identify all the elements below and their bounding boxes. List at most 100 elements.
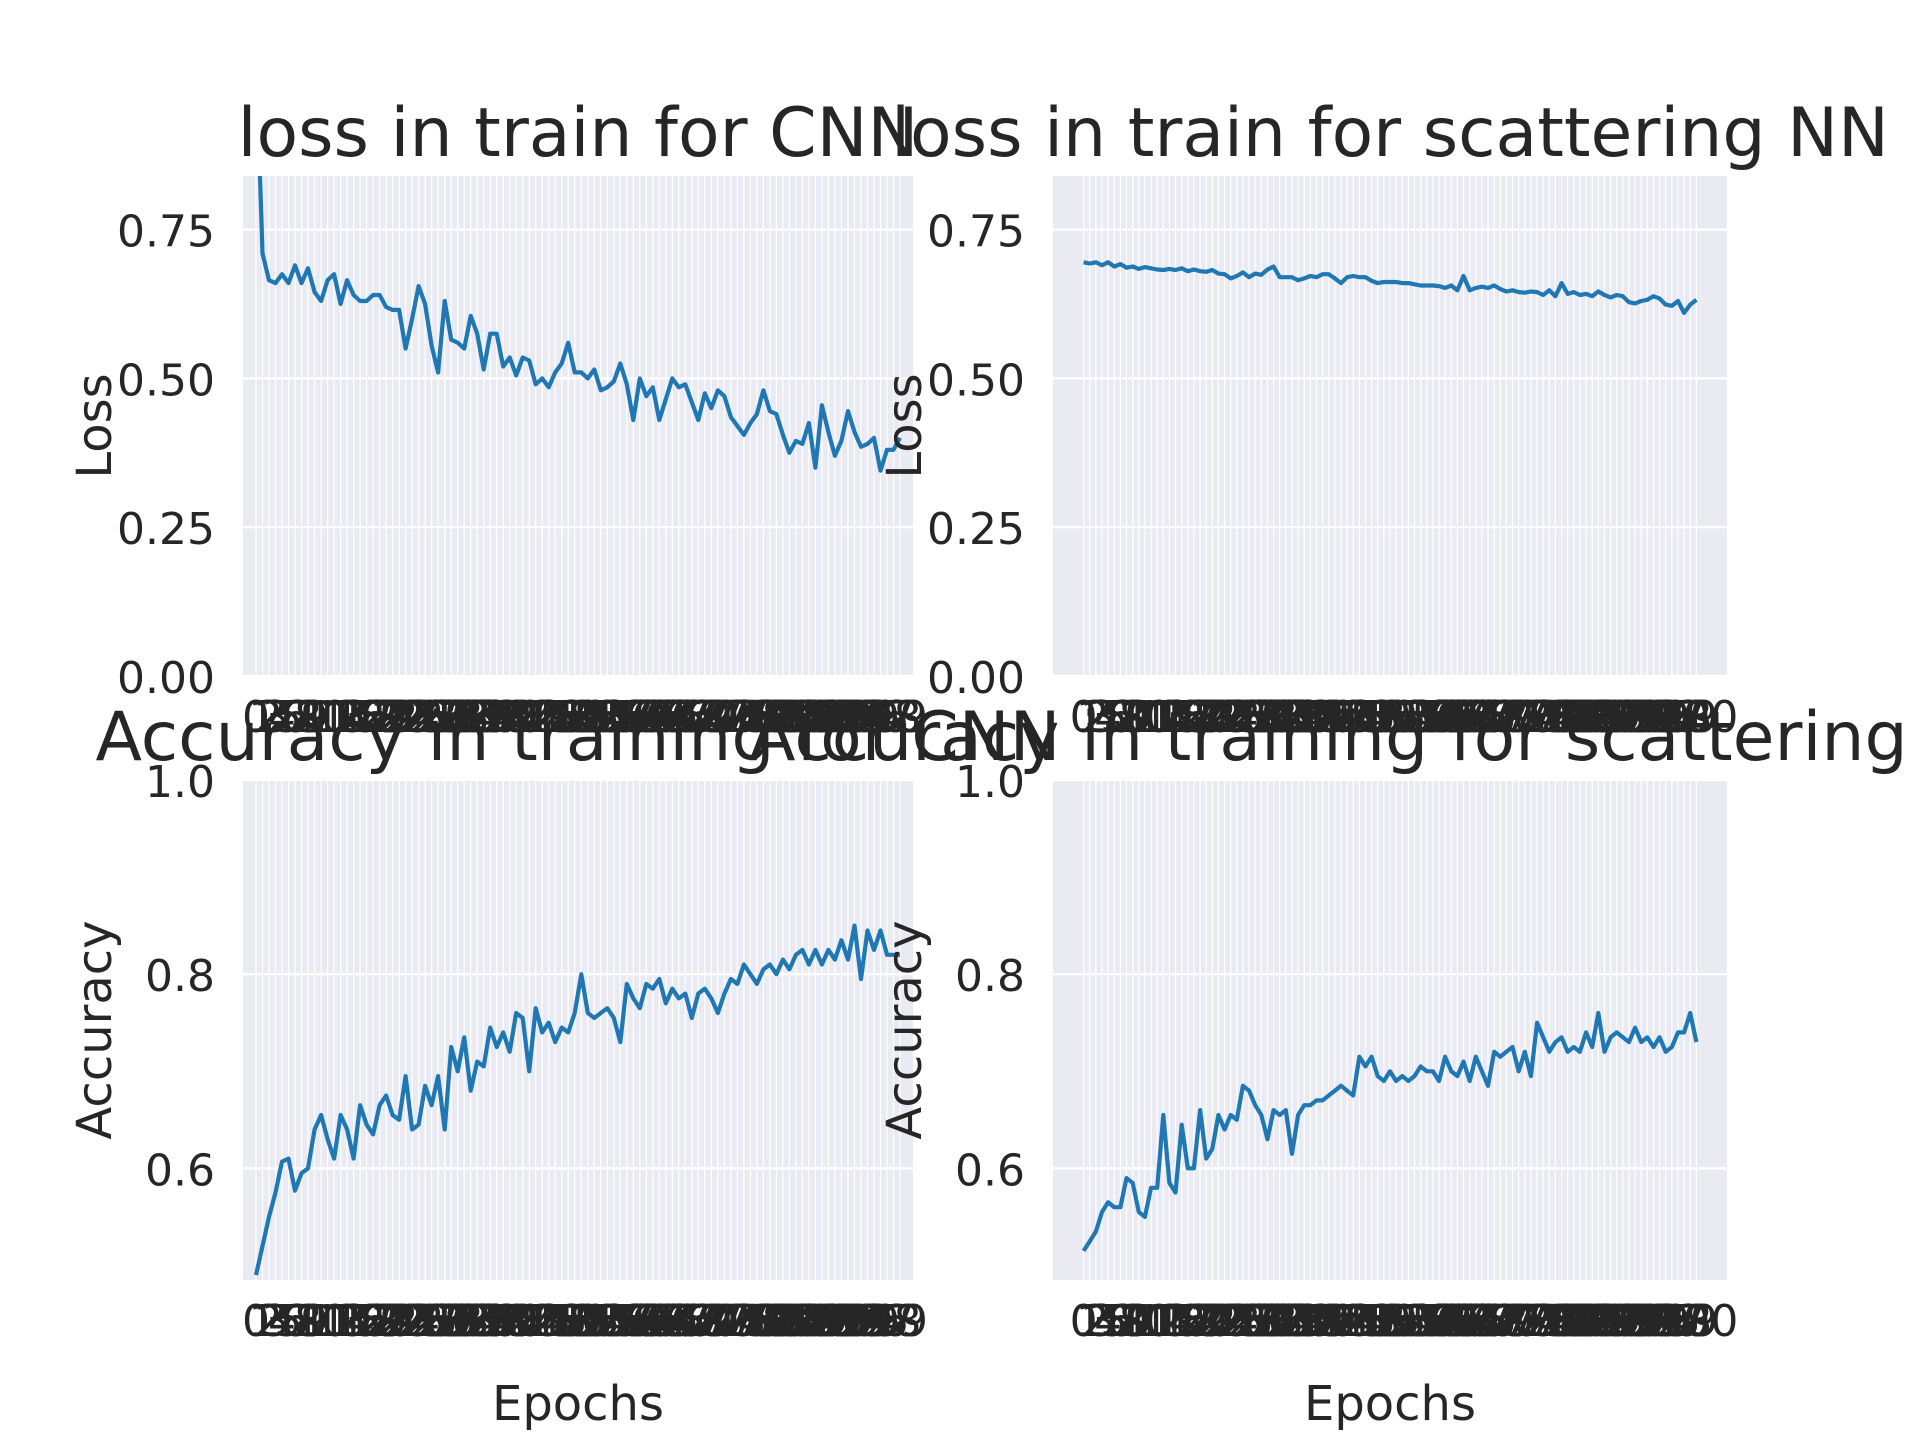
x-tick-label: 97 xyxy=(1650,1296,1706,1347)
y-tick-label: 0.75 xyxy=(927,207,1025,258)
x-tick-label: 77 xyxy=(729,1296,785,1347)
x-tick-label: 80 xyxy=(1546,692,1602,743)
x-tick-label: 37 xyxy=(469,692,525,743)
x-tick-label: 81 xyxy=(755,692,811,743)
x-tick-label: 92 xyxy=(826,1296,882,1347)
x-tick-label: 64 xyxy=(644,692,700,743)
x-tick-label: 30 xyxy=(1239,692,1295,743)
x-tick-label: 67 xyxy=(664,1296,720,1347)
x-tick-label: 46 xyxy=(527,692,583,743)
x-tick-label: 49 xyxy=(1356,692,1412,743)
x-tick-label: 92 xyxy=(1619,1296,1675,1347)
axes-background xyxy=(243,780,913,1280)
x-tick-label: 31 xyxy=(1246,692,1302,743)
x-tick-label: 9 xyxy=(1125,1296,1153,1347)
x-tick-label: 4 xyxy=(268,692,296,743)
x-tick-label: 3 xyxy=(262,1296,290,1347)
x-tick-label: 78 xyxy=(735,692,791,743)
x-tick-label: 59 xyxy=(612,692,668,743)
x-tick-label: 64 xyxy=(644,1296,700,1347)
x-tick-label: 7 xyxy=(288,1296,316,1347)
x-tick-label: 51 xyxy=(560,1296,616,1347)
x-tick-label: 46 xyxy=(1337,692,1393,743)
x-tick-label: 42 xyxy=(501,692,557,743)
x-tick-label: 82 xyxy=(761,692,817,743)
x-tick-label: 13 xyxy=(1135,1296,1191,1347)
x-tick-label: 49 xyxy=(1356,1296,1412,1347)
x-tick-label: 36 xyxy=(1276,1296,1332,1347)
x-tick-label: 78 xyxy=(1534,1296,1590,1347)
x-tick-label: 86 xyxy=(1583,1296,1639,1347)
x-tick-label: 67 xyxy=(664,692,720,743)
x-tick-label: 68 xyxy=(1472,692,1528,743)
x-tick-label: 1 xyxy=(1076,692,1104,743)
x-tick-label: 32 xyxy=(1252,692,1308,743)
x-tick-label: 84 xyxy=(774,692,830,743)
x-tick-label: 39 xyxy=(1295,692,1351,743)
x-tick-label: 95 xyxy=(846,692,902,743)
x-tick-label: 95 xyxy=(846,1296,902,1347)
x-tick-label: 45 xyxy=(1331,692,1387,743)
x-tick-label: 87 xyxy=(794,1296,850,1347)
x-tick-label: 43 xyxy=(1319,692,1375,743)
x-tick-label: 29 xyxy=(1233,692,1289,743)
x-tick-label: 76 xyxy=(1521,1296,1577,1347)
x-tick-label: 88 xyxy=(800,1296,856,1347)
x-tick-label: 35 xyxy=(1270,1296,1326,1347)
x-tick-label: 79 xyxy=(742,1296,798,1347)
x-tick-label: 23 xyxy=(1197,1296,1253,1347)
x-tick-label: 23 xyxy=(378,1296,434,1347)
x-tick-label: 56 xyxy=(1399,1296,1455,1347)
x-tick-label: 25 xyxy=(391,692,447,743)
x-tick-label: 46 xyxy=(1337,1296,1393,1347)
x-tick-label: 21 xyxy=(365,692,421,743)
x-tick-label: 72 xyxy=(1497,692,1553,743)
x-tick-label: 22 xyxy=(371,692,427,743)
x-tick-label: 71 xyxy=(1491,1296,1547,1347)
x-tick-label: 87 xyxy=(1589,692,1645,743)
x-tick-label: 96 xyxy=(1644,692,1700,743)
x-tick-label: 85 xyxy=(1576,1296,1632,1347)
x-tick-label: 62 xyxy=(1436,1296,1492,1347)
x-tick-label: 70 xyxy=(683,692,739,743)
x-tick-label: 39 xyxy=(482,692,538,743)
x-tick-label: 73 xyxy=(1503,1296,1559,1347)
x-tick-label: 98 xyxy=(1656,692,1712,743)
x-tick-label: 91 xyxy=(820,1296,876,1347)
x-tick-label: 59 xyxy=(1417,692,1473,743)
x-tick-label: 75 xyxy=(1515,1296,1571,1347)
x-tick-label: 82 xyxy=(1558,692,1614,743)
x-tick-label: 88 xyxy=(1595,692,1651,743)
x-tick-label: 2 xyxy=(255,692,283,743)
x-tick-label: 42 xyxy=(1313,1296,1369,1347)
x-tick-label: 65 xyxy=(1454,1296,1510,1347)
y-tick-label: 0.00 xyxy=(927,653,1025,704)
x-tick-label: 55 xyxy=(586,1296,642,1347)
x-tick-label: 79 xyxy=(1540,692,1596,743)
x-tick-label: 12 xyxy=(1129,692,1185,743)
x-tick-label: 6 xyxy=(281,1296,309,1347)
x-tick-label: 62 xyxy=(631,692,687,743)
x-tick-label: 71 xyxy=(690,692,746,743)
x-tick-label: 78 xyxy=(1534,692,1590,743)
x-tick-label: 45 xyxy=(1331,1296,1387,1347)
x-tick-label: 25 xyxy=(1209,1296,1265,1347)
x-tick-label: 44 xyxy=(1325,1296,1381,1347)
x-tick-label: 58 xyxy=(1411,692,1467,743)
x-tick-label: 67 xyxy=(1466,692,1522,743)
x-tick-label: 41 xyxy=(1307,692,1363,743)
x-tick-label: 74 xyxy=(709,1296,765,1347)
x-tick-label: 85 xyxy=(781,692,837,743)
x-tick-label: 43 xyxy=(1319,1296,1375,1347)
x-tick-label: 86 xyxy=(1583,692,1639,743)
x-tick-label: 47 xyxy=(534,1296,590,1347)
x-tick-label: 25 xyxy=(391,1296,447,1347)
x-tick-label: 71 xyxy=(690,1296,746,1347)
x-tick-label: 0 xyxy=(242,1296,270,1347)
x-tick-label: 10 xyxy=(293,1296,349,1347)
x-tick-label: 52 xyxy=(1374,1296,1430,1347)
x-tick-label: 27 xyxy=(1221,1296,1277,1347)
x-tick-label: 55 xyxy=(586,692,642,743)
x-tick-label: 3 xyxy=(262,692,290,743)
x-tick-label: 47 xyxy=(1344,692,1400,743)
